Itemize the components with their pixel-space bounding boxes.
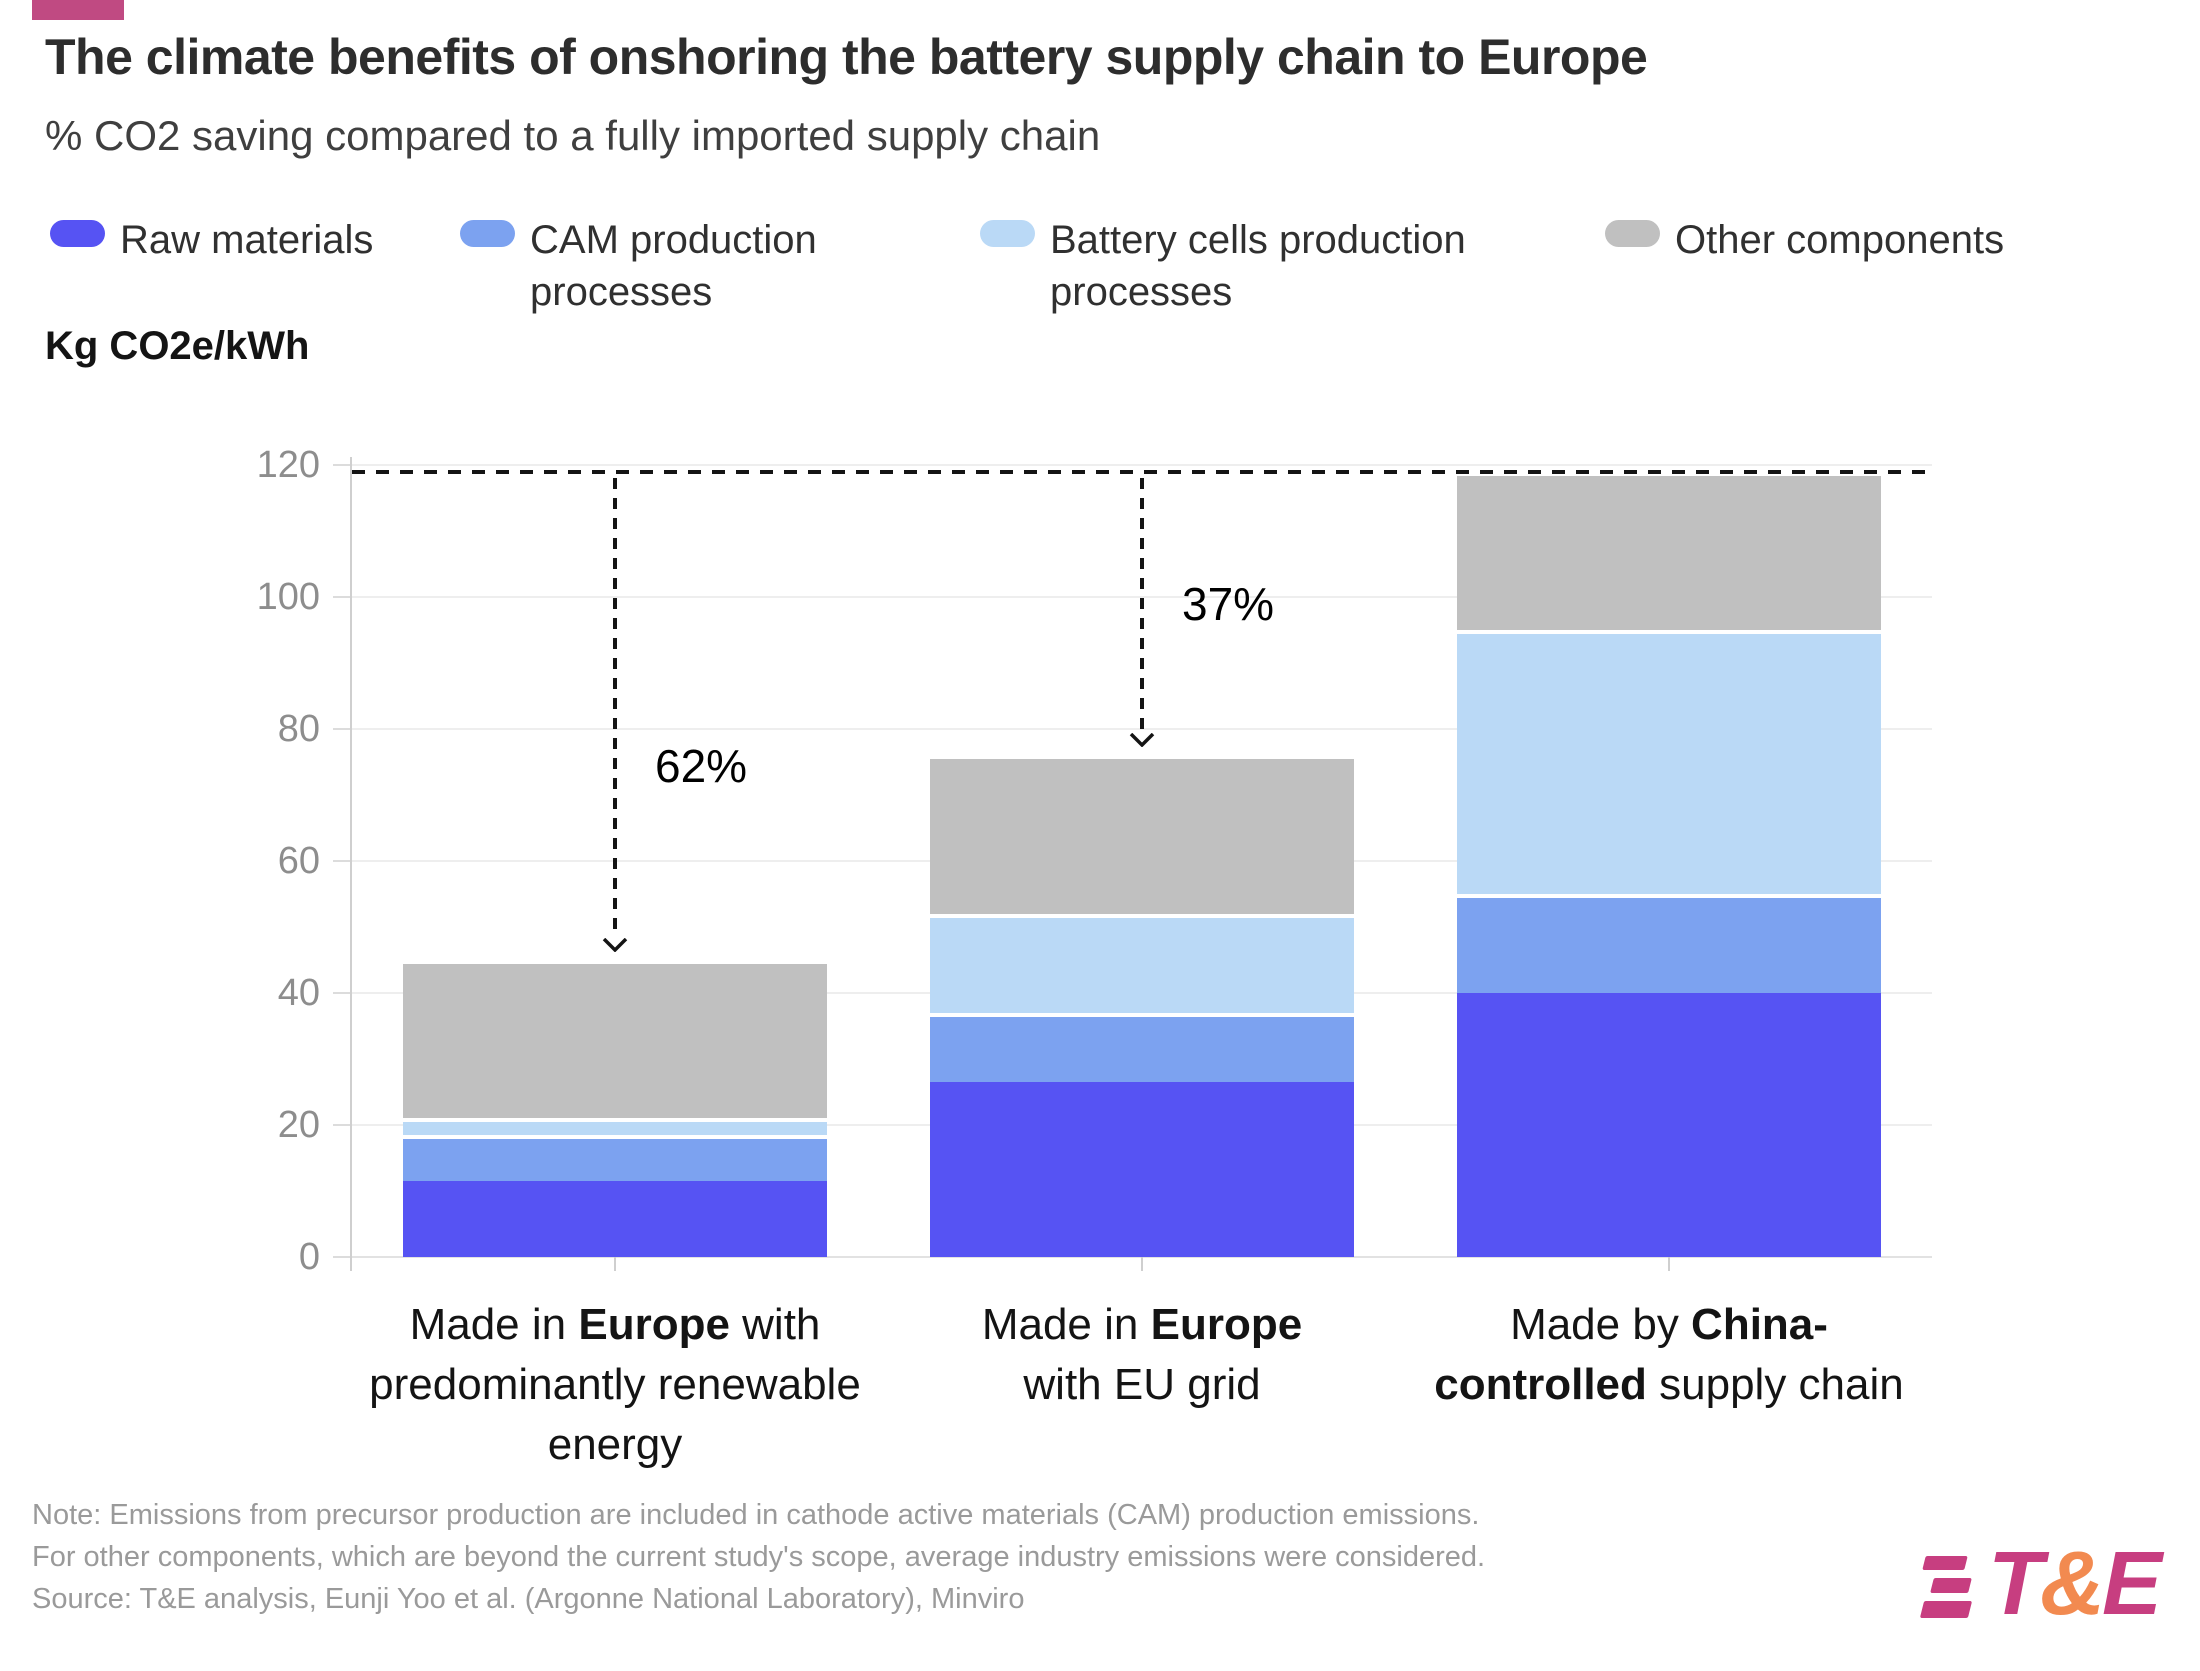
bar-segment-battery-cells-production-processes (930, 913, 1354, 1013)
reduction-arrow-shaft (613, 477, 617, 938)
x-category-label: Made in Europe with predominantly renewab… (335, 1295, 895, 1475)
reduction-arrow-shaft (1140, 477, 1144, 734)
y-tick-label: 80 (277, 708, 320, 750)
bar-segment-raw-materials (930, 1082, 1354, 1257)
x-category-label-text: with (729, 1300, 821, 1349)
x-category-label-text: Made in (981, 1300, 1151, 1349)
legend-swatch-cam-production (460, 220, 515, 247)
y-axis-tick (333, 596, 352, 598)
y-tick-label: 20 (277, 1104, 320, 1146)
y-axis-line (350, 457, 352, 1271)
legend-swatch-raw-materials (50, 220, 105, 247)
legend-swatch-battery-cells (980, 220, 1035, 247)
bar-segment-cam-production-processes (930, 1012, 1354, 1083)
bar-segment-battery-cells-production-processes (403, 1118, 827, 1135)
x-category-label-text: energy (547, 1420, 683, 1469)
y-tick-label: 120 (256, 444, 320, 486)
bar-segment-cam-production-processes (1457, 894, 1881, 993)
legend-swatch-other-components (1605, 220, 1660, 247)
bar-segment-other-components (403, 960, 827, 1119)
legend-label: Raw materials (120, 218, 374, 262)
logo-letter-e: E (2101, 1534, 2162, 1634)
x-category-label-text: Made in (409, 1300, 579, 1349)
brand-accent-rect (32, 0, 124, 20)
bar (1457, 465, 1881, 1257)
bar-segment-battery-cells-production-processes (1457, 630, 1881, 894)
y-tick-label: 60 (277, 840, 320, 882)
page-title: The climate benefits of onshoring the ba… (45, 29, 1648, 85)
y-axis-tick (333, 728, 352, 730)
bar (403, 465, 827, 1257)
y-tick-label: 100 (256, 576, 320, 618)
y-axis-tick (333, 464, 352, 466)
bar-segment-raw-materials (403, 1181, 827, 1257)
x-category-label: Made in Europe with EU grid (862, 1295, 1422, 1415)
x-axis-tick (1668, 1257, 1670, 1271)
y-axis-tick (333, 860, 352, 862)
bar-segment-cam-production-processes (403, 1134, 827, 1182)
y-tick-label: 0 (298, 1236, 320, 1278)
logo-flag-bar (1930, 1578, 1972, 1593)
x-category-label: Made by China-controlled supply chain (1389, 1295, 1949, 1415)
logo-letter-amp: & (2039, 1534, 2105, 1634)
page-subtitle: % CO2 saving compared to a fully importe… (45, 112, 1101, 159)
footnote-text: Note: Emissions from precursor productio… (32, 1499, 1486, 1616)
chart-legend: Raw materials CAM production processes B… (0, 214, 2200, 364)
y-axis-unit-label: Kg CO2e/kWh (45, 324, 310, 368)
x-axis-tick (1141, 1257, 1143, 1271)
gridline (352, 464, 1932, 466)
tne-logo-text: T&E (1988, 1534, 2162, 1634)
x-category-label-text: with EU grid (1023, 1360, 1261, 1409)
x-category-label-text: Made by (1510, 1300, 1692, 1349)
y-axis-tick (333, 992, 352, 994)
legend-label: CAM production processes (530, 218, 817, 314)
legend-label: Other components (1675, 218, 2005, 262)
reference-dashed-line (352, 469, 1932, 474)
logo-letter-t: T (1988, 1534, 2043, 1634)
x-category-label-text: predominantly renewable (369, 1360, 861, 1409)
y-axis-tick (333, 1256, 352, 1258)
bar-segment-other-components (1457, 471, 1881, 630)
tne-flag-icon (1918, 1548, 1974, 1632)
arrow-down-icon (602, 937, 628, 957)
logo-flag-bar (1922, 1556, 1968, 1570)
x-category-label-text: Europe (1150, 1300, 1303, 1349)
y-axis-tick (333, 1124, 352, 1126)
logo-flag-bar (1919, 1601, 1973, 1618)
bar-segment-raw-materials (1457, 993, 1881, 1257)
plot-area: 0 20 40 60 80 100 120 62% 37% Made in Europe with… (257, 444, 1932, 1469)
reduction-percent-label: 62% (655, 740, 748, 792)
x-category-label-text: China- (1691, 1300, 1828, 1349)
legend-label: Battery cells production processes (1050, 218, 1466, 314)
arrow-down-icon (1129, 733, 1155, 752)
x-axis-tick (614, 1257, 616, 1271)
reduction-percent-label: 37% (1182, 578, 1275, 630)
bar (930, 465, 1354, 1257)
x-category-label-text: controlled (1434, 1360, 1647, 1409)
y-tick-label: 40 (277, 972, 320, 1014)
bar-segment-other-components (930, 755, 1354, 914)
x-category-label-text: Europe (578, 1300, 730, 1349)
x-category-label-text: supply chain (1646, 1360, 1904, 1409)
